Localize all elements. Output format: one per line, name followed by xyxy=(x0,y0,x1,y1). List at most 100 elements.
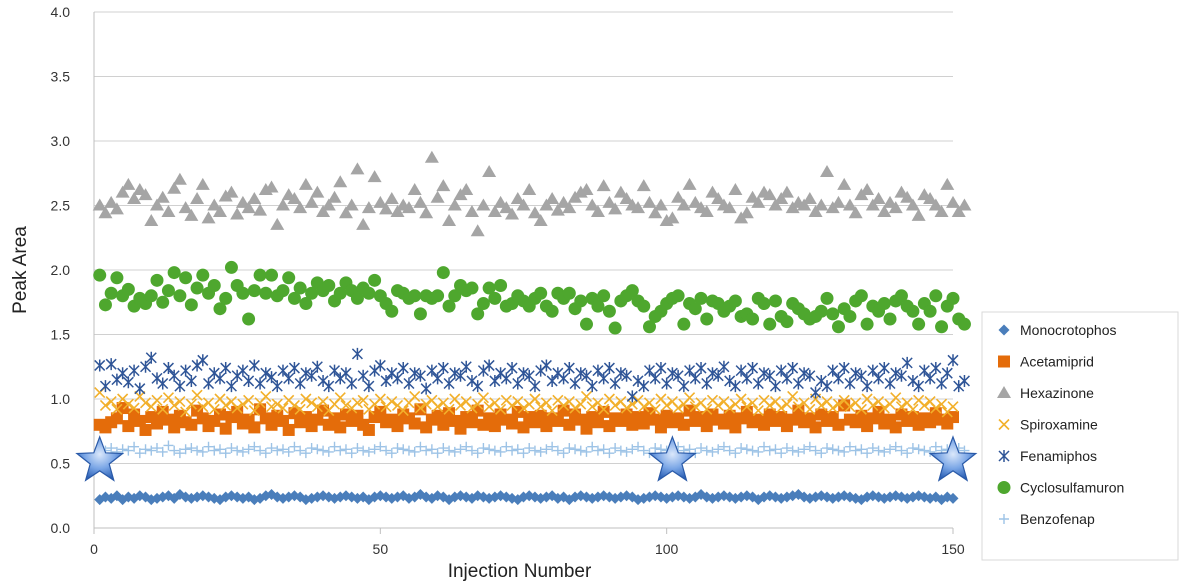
y-tick-label: 3.5 xyxy=(51,69,71,85)
data-point xyxy=(145,351,157,364)
data-point xyxy=(621,369,633,382)
data-point xyxy=(185,398,197,410)
data-point xyxy=(293,201,308,214)
data-point xyxy=(706,367,719,380)
data-point xyxy=(232,445,243,456)
data-point xyxy=(209,445,220,456)
data-point xyxy=(271,380,283,393)
series-fenamiphos xyxy=(94,347,970,403)
data-point xyxy=(764,369,776,382)
data-point xyxy=(896,445,907,456)
data-point xyxy=(264,180,279,193)
data-point xyxy=(201,211,216,224)
data-point xyxy=(620,408,633,421)
data-point xyxy=(753,446,764,457)
data-point xyxy=(820,164,835,177)
data-point xyxy=(288,399,300,412)
data-point xyxy=(139,423,152,436)
data-point xyxy=(724,445,735,456)
data-point xyxy=(305,286,319,300)
data-point xyxy=(763,317,777,331)
data-point xyxy=(672,402,684,414)
data-point xyxy=(413,307,427,321)
data-point xyxy=(300,367,312,380)
data-point xyxy=(237,446,248,457)
data-point xyxy=(655,362,667,375)
data-point xyxy=(247,284,261,298)
data-point xyxy=(865,198,880,211)
data-point xyxy=(505,207,520,220)
data-point xyxy=(815,374,827,387)
data-point xyxy=(134,382,146,395)
data-point xyxy=(184,298,198,312)
data-point xyxy=(408,417,421,430)
data-point xyxy=(762,188,777,201)
data-point xyxy=(333,175,348,188)
data-point xyxy=(424,150,439,163)
data-point xyxy=(117,444,128,455)
data-point xyxy=(304,195,319,208)
legend-label: Fenamiphos xyxy=(1020,448,1097,464)
data-point xyxy=(157,377,169,390)
data-point xyxy=(676,198,691,211)
data-point xyxy=(718,360,730,373)
data-point xyxy=(957,317,971,331)
data-point xyxy=(219,422,232,435)
data-point xyxy=(580,390,593,402)
data-point xyxy=(317,396,329,408)
data-point xyxy=(121,282,135,296)
data-point xyxy=(129,441,140,452)
data-point xyxy=(562,286,576,300)
data-point xyxy=(421,445,432,456)
data-point xyxy=(827,402,839,414)
data-point xyxy=(106,443,117,454)
legend: Monocrotophos Acetamiprid Hexazinone Spirox… xyxy=(981,311,1179,561)
data-point xyxy=(608,321,622,335)
data-point xyxy=(230,207,245,220)
data-point xyxy=(862,448,873,459)
data-point xyxy=(420,382,432,395)
data-point xyxy=(409,390,421,402)
data-point xyxy=(781,372,793,385)
data-point xyxy=(759,441,770,452)
data-point xyxy=(380,374,392,387)
data-point xyxy=(340,399,352,412)
data-point xyxy=(294,377,306,390)
data-point xyxy=(615,367,627,380)
data-point xyxy=(300,448,311,459)
data-point xyxy=(283,446,294,457)
data-point xyxy=(482,281,496,295)
data-point xyxy=(306,397,318,409)
data-point xyxy=(487,204,502,217)
data-point xyxy=(122,420,135,433)
legend-item: Monocrotophos xyxy=(998,322,1117,338)
data-point xyxy=(587,441,598,452)
data-point xyxy=(403,445,414,456)
data-point xyxy=(276,284,290,298)
legend-marker xyxy=(997,386,1011,398)
data-point xyxy=(356,217,371,230)
data-point xyxy=(906,304,920,318)
data-point xyxy=(408,289,422,303)
data-point xyxy=(338,206,353,219)
data-point xyxy=(105,358,117,371)
data-point xyxy=(758,418,771,431)
data-point xyxy=(351,409,364,422)
data-point xyxy=(438,443,449,454)
data-point xyxy=(248,405,260,417)
data-point xyxy=(180,364,192,377)
data-point xyxy=(362,423,375,436)
data-point xyxy=(287,192,302,205)
data-point xyxy=(741,444,752,455)
data-point xyxy=(689,401,701,413)
data-point xyxy=(728,183,743,196)
data-point xyxy=(747,397,759,409)
data-point xyxy=(562,201,577,214)
data-point xyxy=(237,364,249,377)
data-point xyxy=(507,445,518,456)
data-point xyxy=(415,441,426,452)
data-point xyxy=(322,278,336,292)
data-point xyxy=(174,380,186,393)
data-point xyxy=(236,286,250,300)
data-point xyxy=(99,399,112,412)
